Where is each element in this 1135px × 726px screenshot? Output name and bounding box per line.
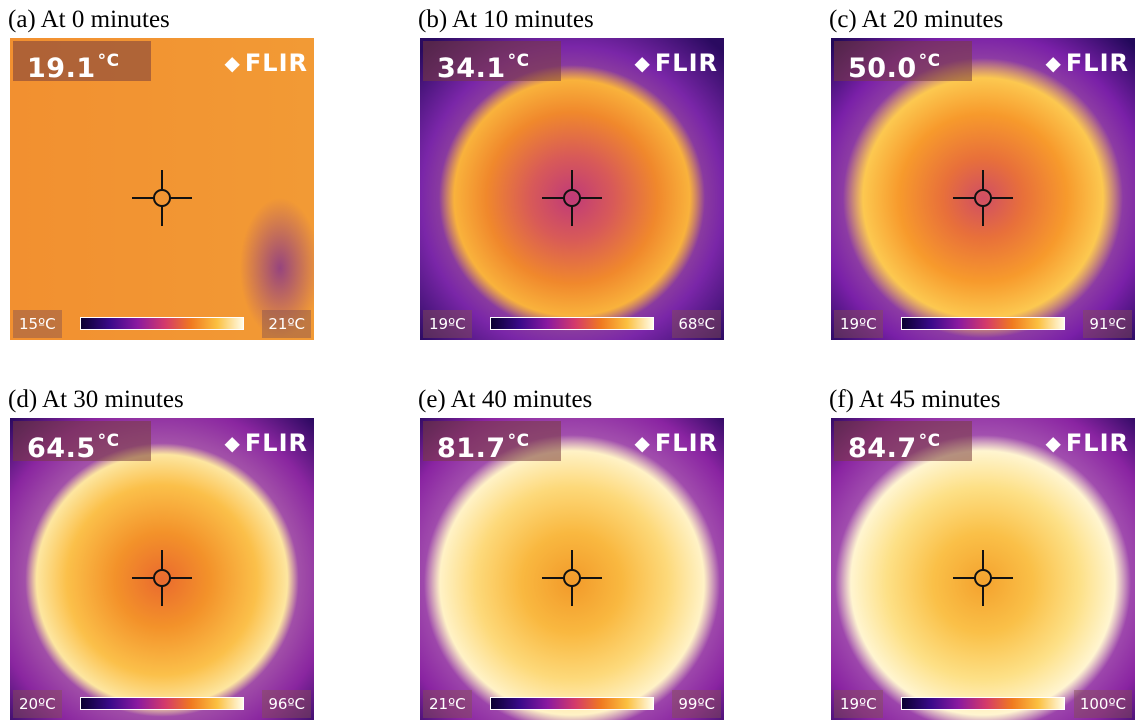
scale-min-label: 19ºC [834, 690, 883, 718]
thermal-image: 81.7 °C ◆ FLIR 21ºC 99ºC [420, 418, 724, 720]
crosshair-icon [132, 168, 192, 228]
scale-min-label: 15ºC [13, 310, 62, 338]
scale-max-label: 99ºC [672, 690, 721, 718]
spot-temperature-unit: °C [507, 431, 530, 451]
spot-temperature: 34.1 °C [423, 41, 561, 84]
thermal-panel: (e) At 40 minutes 81.7 °C ◆ FLIR 21ºC 99ºC [418, 386, 724, 726]
diamond-arrows-icon: ◆ [1045, 51, 1062, 75]
panel-caption: (d) At 30 minutes [8, 386, 184, 413]
flir-logo: ◆ FLIR [225, 51, 309, 75]
color-scale-bar [490, 697, 654, 710]
flir-logo-text: FLIR [244, 49, 308, 77]
scale-min-label: 21ºC [423, 690, 472, 718]
spot-temperature-unit: °C [97, 431, 120, 451]
flir-logo-text: FLIR [654, 49, 718, 77]
crosshair-icon [542, 548, 602, 608]
thermal-image: 64.5 °C ◆ FLIR 20ºC 96ºC [10, 418, 314, 720]
thermal-image: 50.0 °C ◆ FLIR 19ºC 91ºC [831, 38, 1135, 340]
thermal-image: 34.1 °C ◆ FLIR 19ºC 68ºC [420, 38, 724, 340]
crosshair-icon [953, 168, 1013, 228]
diamond-arrows-icon: ◆ [1045, 431, 1062, 455]
spot-temperature-value: 64.5 [27, 433, 96, 464]
thermal-image: 19.1 °C ◆ FLIR 15ºC 21ºC [10, 38, 314, 340]
spot-temperature-unit: °C [507, 51, 530, 71]
spot-temperature-value: 81.7 [437, 433, 506, 464]
scale-max-label: 21ºC [262, 310, 311, 338]
color-scale-bar [490, 317, 654, 330]
temperature-scale: 19ºC 91ºC [831, 308, 1135, 340]
flir-logo: ◆ FLIR [1046, 51, 1130, 75]
flir-logo: ◆ FLIR [635, 51, 719, 75]
thermal-panel: (c) At 20 minutes 50.0 °C ◆ FLIR 19ºC 91ºC [829, 6, 1135, 346]
thermal-panel: (f) At 45 minutes 84.7 °C ◆ FLIR 19ºC 100ºC [829, 386, 1135, 726]
panel-caption: (a) At 0 minutes [8, 6, 170, 33]
spot-temperature: 81.7 °C [423, 421, 561, 464]
diamond-arrows-icon: ◆ [634, 431, 651, 455]
scale-max-label: 100ºC [1073, 690, 1132, 718]
flir-logo-text: FLIR [1065, 429, 1129, 457]
temperature-scale: 19ºC 68ºC [420, 308, 724, 340]
color-scale-bar [901, 317, 1065, 330]
color-scale-bar [901, 697, 1065, 710]
scale-min-label: 19ºC [423, 310, 472, 338]
temperature-scale: 19ºC 100ºC [831, 688, 1135, 720]
spot-temperature-unit: °C [918, 431, 941, 451]
diamond-arrows-icon: ◆ [634, 51, 651, 75]
temperature-scale: 15ºC 21ºC [10, 308, 314, 340]
spot-temperature: 84.7 °C [834, 421, 972, 464]
flir-logo: ◆ FLIR [1046, 431, 1130, 455]
color-scale-bar [80, 697, 244, 710]
flir-logo-text: FLIR [244, 429, 308, 457]
thermal-image: 84.7 °C ◆ FLIR 19ºC 100ºC [831, 418, 1135, 720]
thermal-panel: (d) At 30 minutes 64.5 °C ◆ FLIR 20ºC 96ºC [8, 386, 314, 726]
panel-caption: (b) At 10 minutes [418, 6, 594, 33]
spot-temperature-value: 50.0 [848, 53, 917, 84]
temperature-scale: 21ºC 99ºC [420, 688, 724, 720]
spot-temperature-value: 84.7 [848, 433, 917, 464]
flir-logo: ◆ FLIR [225, 431, 309, 455]
panel-caption: (f) At 45 minutes [829, 386, 1001, 413]
temperature-scale: 20ºC 96ºC [10, 688, 314, 720]
spot-temperature-unit: °C [97, 51, 120, 71]
diamond-arrows-icon: ◆ [224, 431, 241, 455]
scale-min-label: 19ºC [834, 310, 883, 338]
spot-temperature-value: 34.1 [437, 53, 506, 84]
spot-temperature: 19.1 °C [13, 41, 151, 84]
scale-max-label: 96ºC [262, 690, 311, 718]
scale-max-label: 68ºC [672, 310, 721, 338]
spot-temperature-value: 19.1 [27, 53, 96, 84]
scale-min-label: 20ºC [13, 690, 62, 718]
thermal-panel: (b) At 10 minutes 34.1 °C ◆ FLIR 19ºC 68ºC [418, 6, 724, 346]
panel-caption: (c) At 20 minutes [829, 6, 1004, 33]
thermal-panel: (a) At 0 minutes 19.1 °C ◆ FLIR 15ºC 21ºC [8, 6, 314, 346]
flir-logo: ◆ FLIR [635, 431, 719, 455]
panel-caption: (e) At 40 minutes [418, 386, 593, 413]
crosshair-icon [542, 168, 602, 228]
scale-max-label: 91ºC [1083, 310, 1132, 338]
crosshair-icon [953, 548, 1013, 608]
crosshair-icon [132, 548, 192, 608]
spot-temperature-unit: °C [918, 51, 941, 71]
spot-temperature: 50.0 °C [834, 41, 972, 84]
diamond-arrows-icon: ◆ [224, 51, 241, 75]
flir-logo-text: FLIR [1065, 49, 1129, 77]
spot-temperature: 64.5 °C [13, 421, 151, 464]
color-scale-bar [80, 317, 244, 330]
flir-logo-text: FLIR [654, 429, 718, 457]
